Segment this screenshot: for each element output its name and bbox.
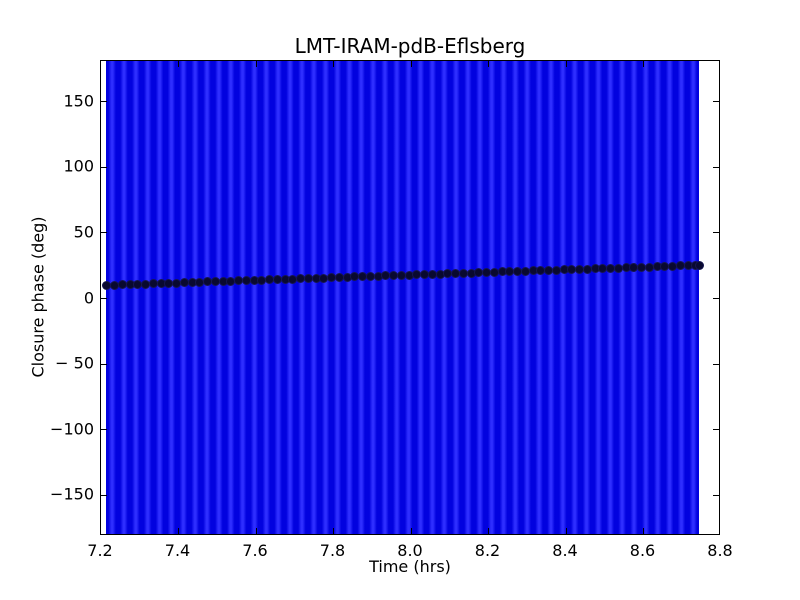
x-tick-mark <box>333 528 334 534</box>
x-tick-label: 8.2 <box>474 541 501 560</box>
y-tick-mark <box>713 429 719 431</box>
y-tick-label: 150 <box>63 91 94 111</box>
y-tick-label: 100 <box>63 156 94 176</box>
y-tick-mark <box>713 298 719 299</box>
y-tick-label: −100 <box>50 419 94 439</box>
x-axis-label: Time (hrs) <box>369 557 451 576</box>
x-tick-mark <box>410 61 412 67</box>
x-tick-mark <box>255 528 257 534</box>
x-tick-label: 7.2 <box>87 541 113 560</box>
y-tick-label: 0 <box>83 288 94 307</box>
x-tick-mark <box>488 528 489 534</box>
x-tick-label: 8.6 <box>629 541 656 560</box>
y-tick-label: −150 <box>50 484 94 504</box>
y-tick-mark <box>101 363 107 365</box>
y-tick-mark <box>713 363 719 365</box>
x-tick-label: 7.8 <box>319 541 346 560</box>
y-tick-mark <box>713 232 719 234</box>
y-tick-mark <box>713 101 719 103</box>
x-tick-label: 8.0 <box>397 541 423 560</box>
x-tick-mark <box>410 528 412 534</box>
y-tick-mark <box>101 298 107 299</box>
x-tick-mark <box>488 61 489 67</box>
y-tick-mark <box>101 494 107 496</box>
x-tick-label: 8.4 <box>552 541 578 560</box>
plot-area <box>100 60 720 535</box>
y-tick-mark <box>713 494 719 496</box>
y-tick-label: − 50 <box>55 353 94 373</box>
y-tick-mark <box>101 232 107 234</box>
y-tick-mark <box>713 166 719 168</box>
x-tick-label: 7.4 <box>164 541 191 560</box>
x-tick-mark <box>643 528 644 534</box>
x-tick-mark <box>333 61 334 67</box>
x-tick-label: 8.8 <box>707 541 733 560</box>
x-tick-mark <box>178 61 179 67</box>
x-tick-mark <box>255 61 257 67</box>
x-tick-mark <box>565 61 567 67</box>
x-tick-mark <box>565 528 567 534</box>
chart-title: LMT-IRAM-pdB-Eflsberg <box>294 34 526 58</box>
y-tick-mark <box>101 166 107 168</box>
error-bar-band <box>106 61 699 534</box>
y-tick-mark <box>101 429 107 431</box>
y-tick-mark <box>101 101 107 103</box>
y-tick-label: 50 <box>73 222 94 242</box>
x-tick-mark <box>178 528 179 534</box>
x-tick-label: 7.6 <box>242 541 268 560</box>
x-tick-mark <box>643 61 644 67</box>
data-point <box>695 260 705 270</box>
